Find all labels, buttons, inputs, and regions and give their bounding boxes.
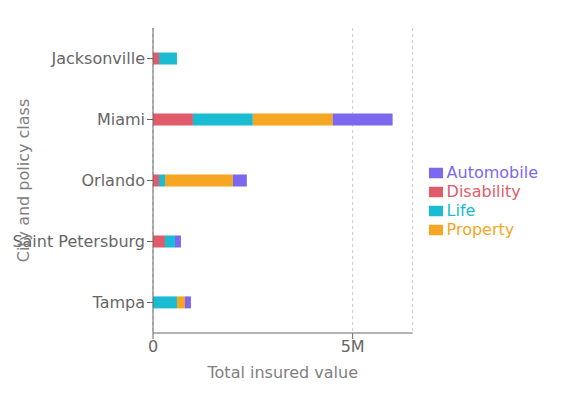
svg-text:Jacksonville: Jacksonville [51,49,146,68]
html-text:Disability: Disability [446,181,521,201]
html-text:Automobile: Automobile [446,162,538,182]
svg-text:Tampa: Tampa [92,293,145,312]
svg-text:Saint Petersburg: Saint Petersburg [12,232,145,252]
svg-text:Miami: Miami [97,110,145,129]
html-text:Property: Property [446,219,515,239]
html-text:Life: Life [446,200,476,220]
svg-text:5M: 5M [341,337,365,356]
svg-text:Total insured value: Total insured value [207,363,359,382]
svg-text:0: 0 [148,337,158,356]
svg-text:City and policy class: City and policy class [14,99,33,263]
svg-text:Orlando: Orlando [81,171,145,190]
